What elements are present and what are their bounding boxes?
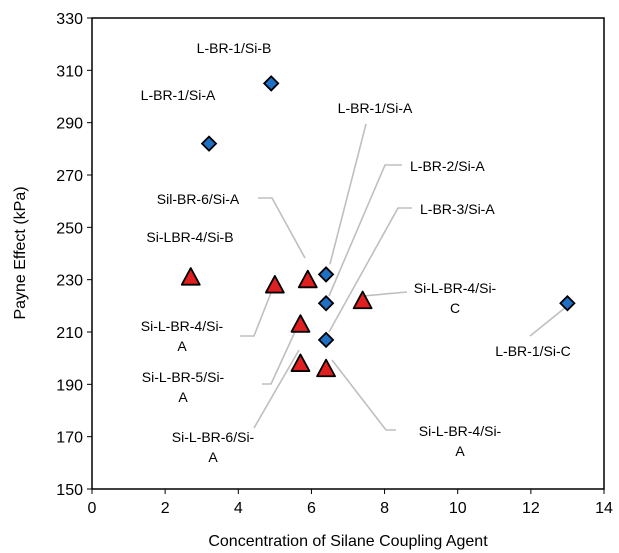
- annotation-line: Sil-BR-6/Si-A: [157, 191, 240, 207]
- annotation-line: Si-L-BR-4/Si-: [141, 318, 224, 334]
- y-tick-label: 190: [56, 377, 83, 394]
- leader-line: [240, 279, 277, 337]
- diamond-marker: [317, 331, 335, 349]
- triangle-marker: [180, 267, 201, 286]
- point-annotation: L-BR-1/Si-A: [338, 100, 413, 116]
- annotations: L-BR-1/Si-B L-BR-1/Si-A L-BR-1/Si-A L-BR-2/…: [141, 40, 571, 465]
- triangle-marker: [290, 314, 311, 333]
- annotation-line: L-BR-2/Si-A: [410, 158, 485, 174]
- point-annotation: L-BR-1/Si-A: [141, 87, 216, 103]
- y-tick-label: 270: [56, 168, 83, 185]
- y-tick-label: 170: [56, 430, 83, 447]
- annotation-line: A: [177, 338, 187, 354]
- leader-line: [253, 349, 300, 429]
- x-tick-label: 2: [161, 500, 170, 517]
- point-annotation: L-BR-3/Si-A: [420, 201, 495, 217]
- plot-frame: [91, 17, 605, 490]
- annotation-line: A: [455, 443, 465, 459]
- leader-line: [262, 322, 300, 385]
- point-annotation: Si-LBR-4/Si-B: [146, 229, 233, 245]
- diamond-marker: [317, 294, 335, 312]
- leader-line: [258, 197, 306, 259]
- annotation-line: L-BR-1/Si-C: [495, 343, 570, 359]
- annotation-line: L-BR-1/Si-A: [141, 87, 216, 103]
- y-axis-title: Payne Effect (kPa): [12, 186, 29, 319]
- y-tick-label: 330: [56, 11, 83, 28]
- annotation-line: A: [208, 449, 218, 465]
- data-points: [180, 75, 576, 378]
- leader-line: [331, 359, 396, 431]
- annotation-line: A: [178, 389, 188, 405]
- annotation-line: Si-L-BR-6/Si-: [172, 429, 255, 445]
- x-tick-label: 10: [449, 500, 467, 517]
- annotation-line: L-BR-1/Si-B: [197, 40, 272, 56]
- y-tick-label: 250: [56, 220, 83, 237]
- point-annotation: Si-L-BR-4/Si- A: [141, 318, 224, 354]
- point-annotation: Si-L-BR-4/Si- C: [414, 280, 497, 316]
- x-tick-label: 14: [595, 500, 613, 517]
- axis-ticks: 0 2 4 6 8 10 12 14 150 170 190 210 230 250 270 290 310 33…: [56, 11, 613, 517]
- point-annotation: Si-L-BR-4/Si- A: [419, 423, 502, 459]
- triangle-marker: [290, 353, 311, 372]
- leader-line: [529, 302, 572, 337]
- annotation-line: Si-L-BR-5/Si-: [142, 369, 225, 385]
- triangle-marker: [264, 274, 285, 294]
- point-annotation: L-BR-1/Si-B: [197, 40, 272, 56]
- point-annotation: Sil-BR-6/Si-A: [157, 191, 240, 207]
- y-tick-label: 230: [56, 273, 83, 290]
- annotation-line: Si-L-BR-4/Si-: [414, 280, 497, 296]
- x-tick-label: 4: [234, 500, 243, 517]
- leader-lines: [240, 123, 572, 431]
- point-annotation: Si-L-BR-6/Si- A: [172, 429, 255, 465]
- annotation-line: Si-L-BR-4/Si-: [419, 423, 502, 439]
- triangle-marker: [297, 269, 318, 289]
- diamond-marker: [200, 135, 218, 152]
- x-tick-label: 8: [380, 500, 389, 517]
- leader-line: [362, 291, 408, 297]
- y-tick-label: 150: [56, 482, 83, 499]
- leader-line: [329, 123, 367, 265]
- leader-line: [328, 164, 402, 297]
- x-tick-label: 12: [522, 500, 540, 517]
- diamond-marker: [317, 266, 335, 283]
- diamond-marker: [262, 75, 280, 92]
- x-axis-title: Concentration of Silane Coupling Agent: [208, 533, 488, 550]
- point-annotation: L-BR-1/Si-C: [495, 343, 570, 359]
- triangle-marker: [316, 358, 336, 378]
- triangle-marker: [352, 290, 373, 310]
- annotation-line: C: [450, 300, 460, 316]
- annotation-line: L-BR-3/Si-A: [420, 201, 495, 217]
- x-tick-label: 0: [88, 500, 97, 517]
- y-tick-label: 310: [56, 63, 83, 80]
- annotation-line: L-BR-1/Si-A: [338, 100, 413, 116]
- annotation-line: Si-LBR-4/Si-B: [146, 229, 233, 245]
- y-tick-label: 210: [56, 325, 83, 342]
- y-tick-label: 290: [56, 116, 83, 133]
- diamond-marker: [559, 294, 576, 312]
- point-annotation: Si-L-BR-5/Si- A: [142, 369, 225, 405]
- leader-line: [328, 207, 412, 333]
- x-tick-label: 6: [307, 500, 316, 517]
- point-annotation: L-BR-2/Si-A: [410, 158, 485, 174]
